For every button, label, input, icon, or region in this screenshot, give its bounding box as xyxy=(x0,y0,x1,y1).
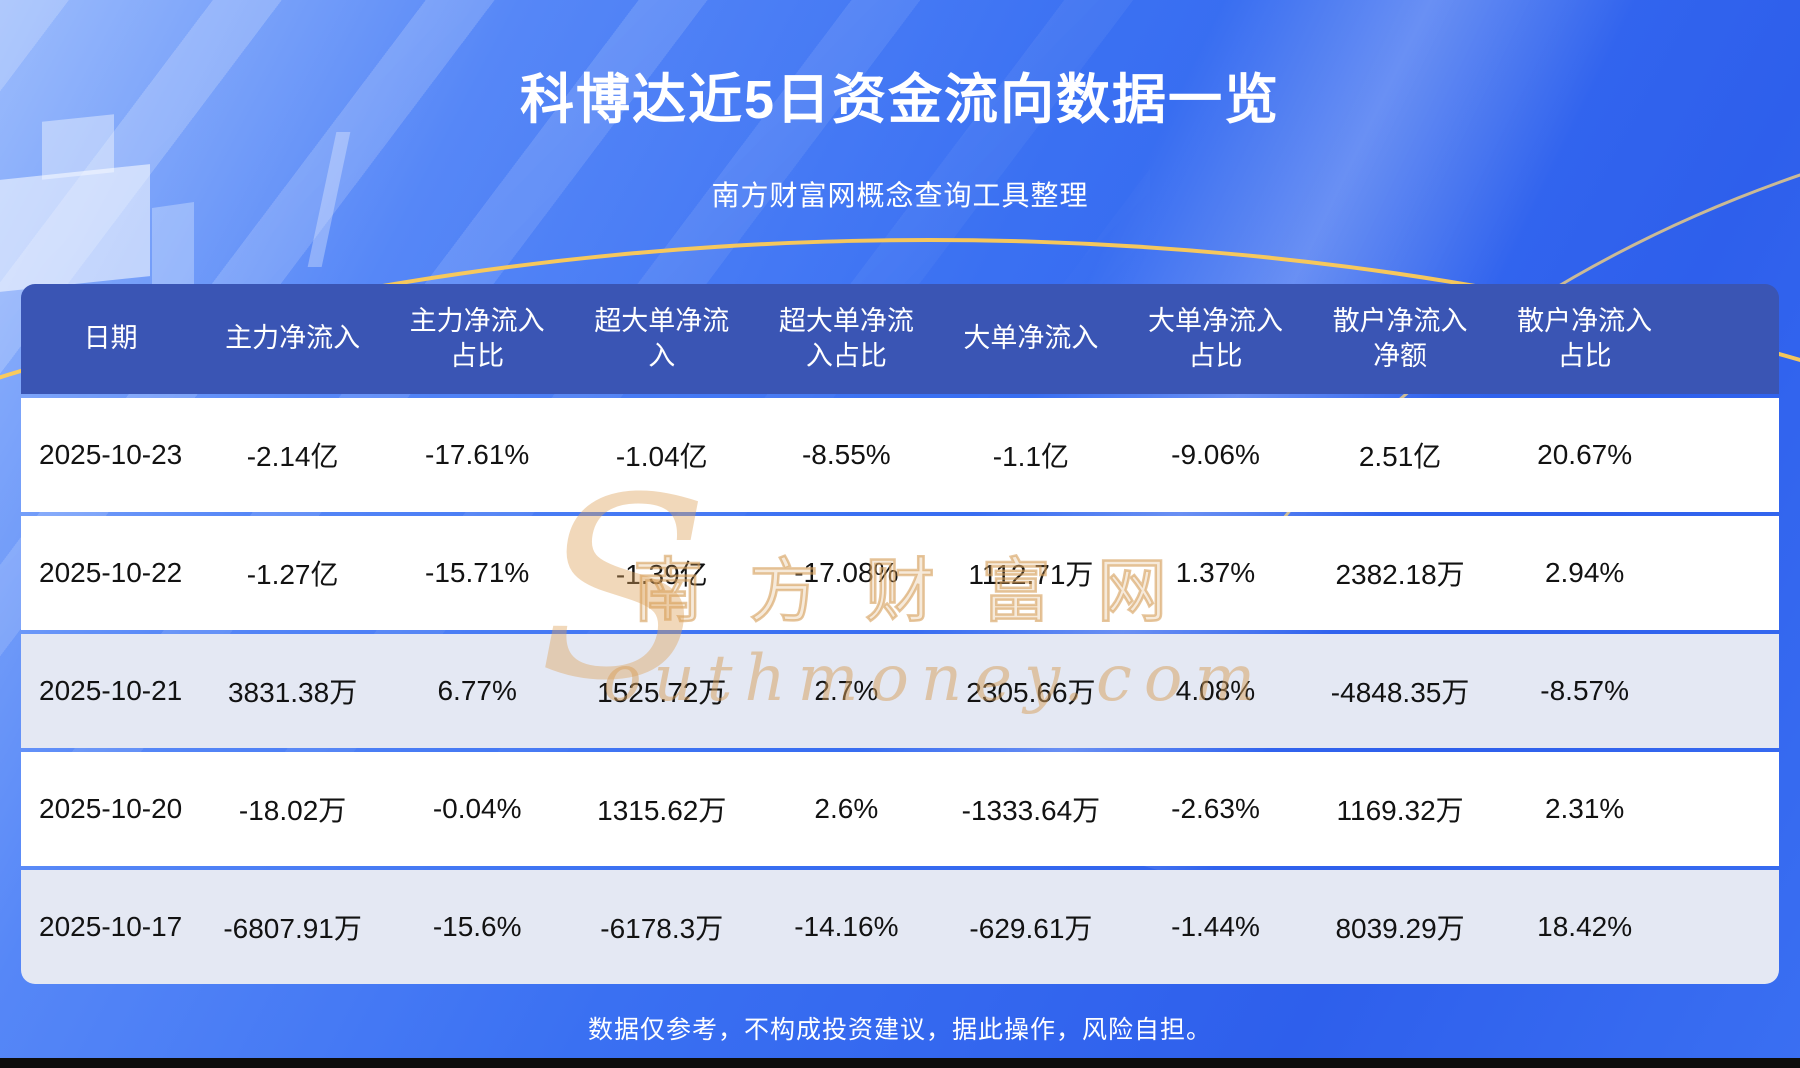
page-subtitle: 南方财富网概念查询工具整理 xyxy=(711,180,1089,211)
date-cell: 2025-10-20 xyxy=(21,752,201,866)
value-cell: 1.37% xyxy=(1123,516,1308,630)
value-cell: 1315.62万 xyxy=(569,752,755,866)
value-cell: 1169.32万 xyxy=(1307,752,1493,866)
value-cell: 20.67% xyxy=(1492,398,1677,512)
column-header: 散户净流入占比 xyxy=(1492,284,1677,394)
disclaimer-text: 数据仅参考，不构成投资建议，据此操作，风险自担。 xyxy=(587,1016,1212,1044)
value-cell: 2.51亿 xyxy=(1307,398,1493,512)
value-cell: -6807.91万 xyxy=(200,870,385,984)
value-cell: -8.57% xyxy=(1492,634,1677,748)
column-header: 超大单净流入 xyxy=(569,284,755,394)
value-cell: -0.04% xyxy=(384,752,570,866)
header-spacer xyxy=(1676,284,1779,394)
bottom-edge-bar xyxy=(0,1058,1800,1068)
value-cell: 2.94% xyxy=(1492,516,1677,630)
date-cell: 2025-10-22 xyxy=(21,516,201,630)
value-cell: 4.08% xyxy=(1123,634,1308,748)
column-header: 主力净流入 xyxy=(200,284,385,394)
value-cell: -15.6% xyxy=(384,870,570,984)
value-cell: -4848.35万 xyxy=(1307,634,1493,748)
value-cell: 2305.66万 xyxy=(938,634,1124,748)
column-header: 散户净流入净额 xyxy=(1307,284,1493,394)
table-row: 2025-10-17 -6807.91万 -15.6% -6178.3万 -14.16%… xyxy=(21,870,1779,984)
row-spacer xyxy=(1676,634,1779,748)
row-spacer xyxy=(1676,870,1779,984)
value-cell: -1.04亿 xyxy=(569,398,755,512)
column-header: 大单净流入占比 xyxy=(1123,284,1308,394)
value-cell: 8039.29万 xyxy=(1307,870,1493,984)
value-cell: -17.61% xyxy=(384,398,570,512)
value-cell: 2382.18万 xyxy=(1307,516,1493,630)
table-header-row: 日期 主力净流入 主力净流入占比 超大单净流入 超大单净流入占比 大单净流入 大单净流入占比… xyxy=(21,284,1779,394)
value-cell: 2.7% xyxy=(754,634,939,748)
value-cell: -9.06% xyxy=(1123,398,1308,512)
value-cell: 1112.71万 xyxy=(938,516,1124,630)
value-cell: -14.16% xyxy=(754,870,939,984)
table-row: 2025-10-23 -2.14亿 -17.61% -1.04亿 -8.55% -1.1亿… xyxy=(21,398,1779,512)
value-cell: 2.31% xyxy=(1492,752,1677,866)
value-cell: -2.14亿 xyxy=(200,398,385,512)
value-cell: -2.63% xyxy=(1123,752,1308,866)
fund-flow-data-grid: 日期 主力净流入 主力净流入占比 超大单净流入 超大单净流入占比 大单净流入 大单净流入占比… xyxy=(21,280,1779,988)
value-cell: -1.27亿 xyxy=(200,516,385,630)
table-row: 2025-10-22 -1.27亿 -15.71% -1.39亿 -17.08% 1112… xyxy=(21,516,1779,630)
value-cell: 6.77% xyxy=(384,634,570,748)
value-cell: 1525.72万 xyxy=(569,634,755,748)
row-spacer xyxy=(1676,752,1779,866)
fund-flow-table: 日期 主力净流入 主力净流入占比 超大单净流入 超大单净流入占比 大单净流入 大单净流入占比… xyxy=(21,284,1779,988)
column-header: 日期 xyxy=(21,284,201,394)
date-cell: 2025-10-21 xyxy=(21,634,201,748)
value-cell: -1.44% xyxy=(1123,870,1308,984)
value-cell: -6178.3万 xyxy=(569,870,755,984)
value-cell: -15.71% xyxy=(384,516,570,630)
value-cell: 2.6% xyxy=(754,752,939,866)
value-cell: -1.1亿 xyxy=(938,398,1124,512)
value-cell: -1333.64万 xyxy=(938,752,1124,866)
page-title: 科博达近5日资金流向数据一览 xyxy=(519,70,1281,130)
column-header: 超大单净流入占比 xyxy=(754,284,939,394)
table-row: 2025-10-21 3831.38万 6.77% 1525.72万 2.7% 2305.… xyxy=(21,634,1779,748)
date-cell: 2025-10-17 xyxy=(21,870,201,984)
value-cell: -629.61万 xyxy=(938,870,1124,984)
value-cell: 18.42% xyxy=(1492,870,1677,984)
value-cell: -17.08% xyxy=(754,516,939,630)
value-cell: -8.55% xyxy=(754,398,939,512)
date-cell: 2025-10-23 xyxy=(21,398,201,512)
table-row: 2025-10-20 -18.02万 -0.04% 1315.62万 2.6% -1333… xyxy=(21,752,1779,866)
row-spacer xyxy=(1676,516,1779,630)
value-cell: 3831.38万 xyxy=(200,634,385,748)
value-cell: -18.02万 xyxy=(200,752,385,866)
column-header: 大单净流入 xyxy=(938,284,1124,394)
value-cell: -1.39亿 xyxy=(569,516,755,630)
row-spacer xyxy=(1676,398,1779,512)
column-header: 主力净流入占比 xyxy=(384,284,570,394)
